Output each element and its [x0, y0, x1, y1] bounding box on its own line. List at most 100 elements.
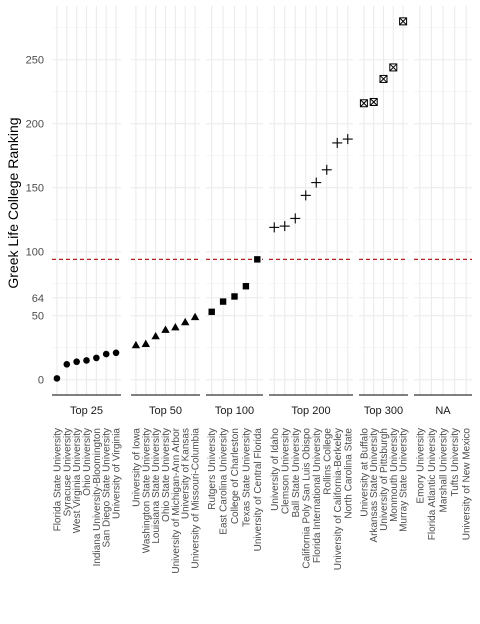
y-axis-title: Greek Life College Ranking: [5, 117, 21, 288]
data-point: [342, 134, 353, 145]
data-point: [389, 63, 398, 72]
x-tick-label: Ball State University: [291, 428, 302, 517]
facet-strip-label: Top 25: [70, 405, 103, 417]
data-point-stroke: [359, 99, 368, 108]
facet-panel-top-200: Top 200 University of Idaho Clemson Univer…: [269, 6, 354, 570]
y-tick-label: 200: [26, 119, 44, 131]
data-point: [279, 221, 290, 232]
data-point-stroke: [379, 74, 388, 83]
data-point: [332, 137, 343, 148]
data-point: [131, 340, 141, 349]
facet-panel-na: NA Emory University Florida Atlantic Unive…: [414, 6, 473, 540]
data-point: [269, 222, 280, 233]
data-point-stroke: [369, 98, 378, 106]
data-point: [399, 17, 408, 26]
data-point: [93, 354, 100, 362]
x-tick-label: Emory University: [415, 428, 426, 504]
x-tick-label: San Diego State University: [102, 428, 113, 548]
data-point: [151, 331, 160, 340]
data-point-stroke: [389, 63, 398, 72]
y-tick-label: 50: [32, 311, 44, 323]
x-tick-label: North Carolina State: [343, 428, 354, 519]
data-point-stroke: [389, 63, 398, 72]
data-point: [190, 312, 200, 321]
x-tick-label: Indiana University-Bloomington: [92, 428, 103, 566]
data-point: [53, 375, 61, 382]
data-point-stroke: [399, 17, 407, 26]
data-point: [254, 256, 261, 263]
facet-strip-label: NA: [435, 405, 451, 417]
x-tick-label: Rutgers University: [207, 428, 218, 510]
data-point: [290, 213, 301, 224]
data-point-stroke: [399, 17, 408, 26]
x-tick-label: Ohio University: [82, 428, 93, 496]
x-tick-label: University of Michigan-Ann Arbor: [171, 427, 182, 573]
data-point: [321, 164, 332, 175]
x-tick-label: University of Idaho: [270, 428, 281, 511]
x-tick-label: West Virginia University: [72, 428, 83, 533]
data-point: [311, 177, 322, 188]
y-tick-label: 250: [26, 55, 44, 67]
data-point: [181, 317, 190, 326]
x-tick-label: Florida Atlantic University: [427, 428, 438, 540]
x-tick-label: University of New Mexico: [462, 428, 473, 541]
x-tick-label: Louisiana State University: [151, 428, 162, 544]
data-point: [359, 99, 368, 108]
facet-strip-label: Top 200: [291, 405, 330, 417]
x-tick-label: Tufts University: [450, 428, 461, 497]
x-tick-label: Arkansas State University: [369, 428, 380, 543]
data-point-stroke: [369, 97, 378, 106]
y-tick-label: 64: [32, 293, 44, 305]
data-point: [112, 349, 120, 357]
facet-strip-label: Top 300: [364, 405, 403, 417]
data-point: [208, 308, 215, 316]
x-tick-label: Rollins College: [322, 428, 333, 495]
x-tick-label: University of California-Berkeley: [333, 428, 344, 570]
x-tick-label: University of Pittsburgh: [379, 428, 390, 531]
x-tick-label: Texas State University: [241, 428, 252, 527]
x-tick-label: Washington State University: [141, 428, 152, 553]
y-tick-label: 150: [26, 183, 44, 195]
data-point-stroke: [360, 99, 368, 108]
y-tick-label: 0: [38, 375, 44, 387]
x-tick-label: Florida International University: [312, 428, 323, 563]
x-tick-label: California Poly San Luis Obispo: [301, 428, 312, 569]
x-tick-label: Ohio State University: [161, 428, 172, 522]
x-tick-label: University of Kansas: [181, 428, 192, 519]
data-point: [161, 325, 170, 333]
data-point: [83, 357, 90, 364]
x-tick-label: Murray State University: [399, 428, 410, 532]
data-point: [141, 339, 150, 347]
data-point: [73, 358, 80, 366]
x-tick-label: Florida State University: [52, 428, 63, 531]
x-tick-label: Monmouth University: [389, 428, 400, 522]
data-point-stroke: [379, 75, 388, 83]
facet-panel-top-100: Top 100 Rutgers University East Carolina U…: [206, 6, 264, 551]
data-point: [369, 97, 378, 106]
data-point: [63, 360, 71, 368]
facet-strip-label: Top 100: [215, 405, 254, 417]
x-tick-label: Syracuse University: [62, 428, 73, 516]
data-point: [300, 190, 311, 201]
x-tick-label: University at Buffalo: [359, 428, 370, 517]
x-tick-label: Marshall University: [439, 428, 450, 512]
x-tick-label: College of Charleston: [230, 428, 241, 524]
data-point: [379, 74, 388, 83]
x-tick-label: Clemson University: [280, 428, 291, 514]
x-tick-label: East Carolina University: [219, 428, 230, 535]
x-tick-label: University of Central Florida: [253, 428, 264, 552]
data-point: [219, 298, 227, 305]
y-tick-label: 100: [26, 247, 44, 259]
data-point: [231, 293, 238, 300]
facet-strip-label: Top 50: [149, 405, 182, 417]
x-tick-label: University of Iowa: [131, 428, 142, 507]
y-axis: 0 50 64 100 150 200 250: [26, 55, 44, 387]
data-point: [102, 350, 110, 358]
data-point: [171, 322, 180, 331]
x-tick-label: University of Missouri-Columbia: [191, 428, 202, 569]
